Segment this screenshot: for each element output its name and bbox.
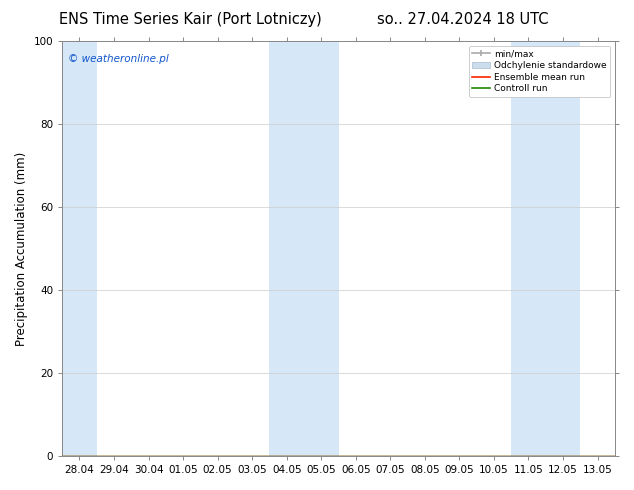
Text: © weatheronline.pl: © weatheronline.pl bbox=[68, 54, 169, 64]
Bar bbox=[62, 41, 97, 456]
Legend: min/max, Odchylenie standardowe, Ensemble mean run, Controll run: min/max, Odchylenie standardowe, Ensembl… bbox=[469, 46, 611, 97]
Bar bbox=[511, 41, 580, 456]
Text: ENS Time Series Kair (Port Lotniczy): ENS Time Series Kair (Port Lotniczy) bbox=[59, 12, 321, 27]
Bar bbox=[269, 41, 339, 456]
Y-axis label: Precipitation Accumulation (mm): Precipitation Accumulation (mm) bbox=[15, 151, 28, 346]
Text: so.. 27.04.2024 18 UTC: so.. 27.04.2024 18 UTC bbox=[377, 12, 548, 27]
